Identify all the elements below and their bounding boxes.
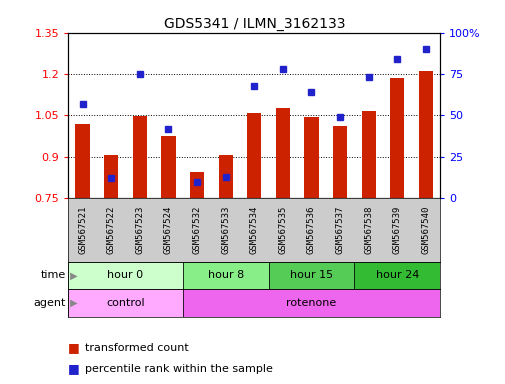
Bar — [268, 262, 354, 289]
Text: GSM567539: GSM567539 — [392, 206, 401, 254]
Text: percentile rank within the sample: percentile rank within the sample — [84, 364, 272, 374]
Text: hour 15: hour 15 — [289, 270, 332, 280]
Text: time: time — [40, 270, 66, 280]
Text: GSM567532: GSM567532 — [192, 206, 201, 254]
Bar — [354, 262, 439, 289]
Text: GSM567523: GSM567523 — [135, 206, 144, 254]
Bar — [68, 262, 182, 289]
Bar — [182, 289, 439, 317]
Bar — [361, 111, 375, 198]
Bar — [218, 156, 232, 198]
Text: hour 8: hour 8 — [207, 270, 243, 280]
Text: ▶: ▶ — [67, 298, 78, 308]
Text: GSM567534: GSM567534 — [249, 206, 258, 254]
Text: hour 24: hour 24 — [375, 270, 418, 280]
Bar — [182, 262, 268, 289]
Bar — [304, 117, 318, 198]
Text: ■: ■ — [68, 341, 80, 354]
Bar — [75, 124, 89, 198]
Bar — [246, 113, 261, 198]
Bar — [418, 71, 432, 198]
Text: rotenone: rotenone — [286, 298, 336, 308]
Text: GSM567521: GSM567521 — [78, 206, 87, 254]
Text: agent: agent — [33, 298, 66, 308]
Text: GSM567538: GSM567538 — [364, 206, 373, 254]
Text: GSM567524: GSM567524 — [164, 206, 173, 254]
Text: GDS5341 / ILMN_3162133: GDS5341 / ILMN_3162133 — [163, 17, 344, 31]
Bar — [132, 116, 146, 198]
Text: transformed count: transformed count — [84, 343, 188, 353]
Bar — [332, 126, 346, 198]
Bar — [68, 289, 182, 317]
Bar — [389, 78, 403, 198]
Text: GSM567535: GSM567535 — [278, 206, 287, 254]
Bar — [104, 156, 118, 198]
Bar — [161, 136, 175, 198]
Text: GSM567536: GSM567536 — [307, 206, 315, 254]
Text: ▶: ▶ — [67, 270, 78, 280]
Text: ■: ■ — [68, 362, 80, 375]
Text: GSM567540: GSM567540 — [421, 206, 430, 254]
Text: GSM567533: GSM567533 — [221, 206, 230, 254]
Text: control: control — [106, 298, 144, 308]
Text: GSM567522: GSM567522 — [107, 206, 116, 254]
Bar — [189, 172, 204, 198]
Text: hour 0: hour 0 — [107, 270, 143, 280]
Bar — [275, 109, 289, 198]
Text: GSM567537: GSM567537 — [335, 206, 344, 254]
